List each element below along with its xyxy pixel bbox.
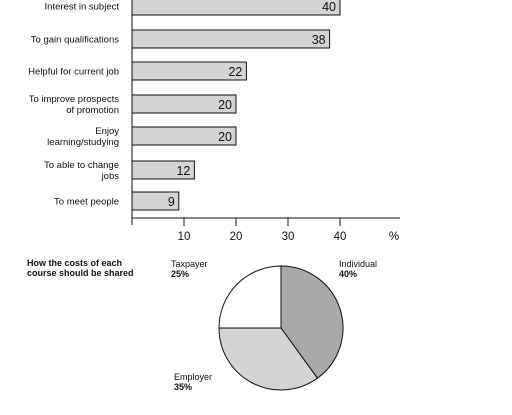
category-label: To able to change jobs (44, 160, 119, 182)
slice-label: Individual (339, 259, 377, 269)
category-label-line: To gain qualifications (31, 35, 119, 46)
category-label-line: of promotion (66, 105, 119, 116)
category-label: Helpful for current job (28, 67, 119, 78)
category-label-line: To meet people (54, 197, 119, 208)
pie-title-line: How the costs of each (27, 258, 122, 268)
data-label: 12 (176, 164, 190, 178)
category-label-line: Interest in subject (45, 2, 120, 13)
data-label: 40 (322, 0, 336, 14)
slice-label: Taxpayer (171, 259, 208, 269)
pie-title: How the costs of each course should be sh… (27, 258, 134, 278)
data-label: 20 (218, 130, 232, 144)
category-label: To gain qualifications (31, 35, 119, 46)
category-label: Interest in subject (45, 2, 120, 13)
slice-value-label: 40% (339, 269, 357, 279)
bar (131, 0, 341, 16)
data-label: 22 (228, 65, 242, 79)
x-tick-label: 30 (282, 231, 295, 243)
x-tick-label: 10 (178, 231, 191, 243)
slice-value-label: 35% (174, 382, 192, 392)
category-label-line: learning/studying (47, 137, 119, 148)
category-label: To improve prospects of promotion (29, 94, 120, 116)
pie-chart: How the costs of each course should be sh… (27, 258, 377, 392)
data-label: 20 (218, 98, 232, 112)
slice-value-label: 25% (171, 269, 189, 279)
data-label: 38 (312, 33, 326, 47)
pie-slice (218, 327, 319, 391)
data-label: 9 (168, 195, 175, 209)
pie-title-line: course should be shared (27, 268, 134, 278)
category-label-line: Enjoy (95, 126, 119, 137)
category-label: To meet people (54, 197, 119, 208)
category-label-line: jobs (101, 171, 120, 182)
slice-label: Employer (174, 372, 212, 382)
category-label-line: Helpful for current job (28, 67, 119, 78)
x-tick-label: 40 (334, 231, 347, 243)
bar (131, 29, 331, 49)
category-label-line: To able to change (44, 160, 119, 171)
pie-slice (218, 265, 282, 329)
bar-chart: Interest in subject 40 To gain qualificati… (28, 0, 400, 243)
pie-slice (280, 265, 344, 379)
category-label-line: To improve prospects (29, 94, 120, 105)
x-unit-label: % (389, 231, 399, 243)
category-label: Enjoy learning/studying (47, 126, 119, 148)
x-tick-label: 20 (230, 231, 243, 243)
